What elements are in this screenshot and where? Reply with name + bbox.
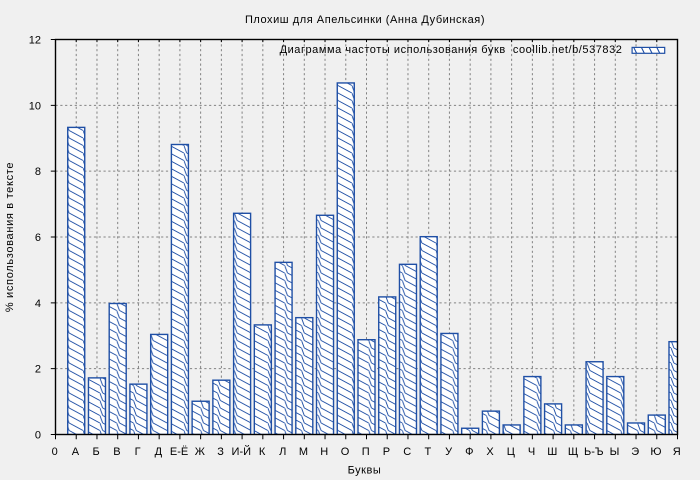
svg-text:Г: Г: [135, 446, 141, 458]
svg-text:В: В: [113, 446, 120, 458]
svg-text:А: А: [72, 446, 80, 458]
svg-text:Р: Р: [383, 446, 390, 458]
svg-text:Е-Ё: Е-Ё: [170, 446, 188, 458]
svg-text:Буквы: Буквы: [348, 465, 382, 477]
svg-text:8: 8: [35, 166, 41, 178]
svg-text:Ч: Ч: [528, 446, 535, 458]
svg-text:Н: Н: [320, 446, 328, 458]
svg-text:12: 12: [29, 35, 41, 47]
svg-text:Щ: Щ: [568, 446, 578, 458]
svg-text:0: 0: [52, 446, 58, 458]
svg-text:6: 6: [35, 232, 41, 244]
svg-text:0: 0: [35, 430, 41, 442]
svg-text:Ж: Ж: [195, 446, 205, 458]
svg-text:10: 10: [29, 100, 41, 112]
svg-text:М: М: [299, 446, 308, 458]
svg-text:Ц: Ц: [507, 446, 515, 458]
svg-text:Я: Я: [673, 446, 681, 458]
svg-text:Ф: Ф: [465, 446, 473, 458]
svg-text:И-Й: И-Й: [232, 445, 251, 458]
svg-text:Ю: Ю: [650, 446, 661, 458]
svg-text:З: З: [217, 446, 224, 458]
svg-text:Д: Д: [155, 446, 163, 458]
svg-text:% использования в тексте: % использования в тексте: [4, 162, 16, 312]
svg-text:2: 2: [35, 364, 41, 376]
svg-text:К: К: [259, 446, 266, 458]
svg-text:Диаграмма частоты использовани: Диаграмма частоты использования букв coo…: [280, 44, 623, 56]
svg-text:4: 4: [35, 298, 41, 310]
svg-text:Плохиш для Апельсинки (Анна Ду: Плохиш для Апельсинки (Анна Дубинская): [245, 14, 485, 26]
svg-text:Х: Х: [486, 446, 494, 458]
svg-text:Б: Б: [93, 446, 100, 458]
svg-text:Л: Л: [279, 446, 286, 458]
svg-text:Ш: Ш: [547, 446, 557, 458]
svg-text:П: П: [362, 446, 370, 458]
svg-text:Ь-Ъ: Ь-Ъ: [584, 446, 604, 458]
svg-text:У: У: [445, 446, 453, 458]
svg-text:Э: Э: [631, 446, 639, 458]
svg-text:С: С: [403, 446, 411, 458]
svg-text:О: О: [341, 446, 350, 458]
svg-text:Т: Т: [425, 446, 432, 458]
svg-text:Ы: Ы: [610, 446, 620, 458]
